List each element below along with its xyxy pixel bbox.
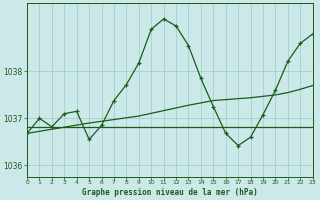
X-axis label: Graphe pression niveau de la mer (hPa): Graphe pression niveau de la mer (hPa) bbox=[82, 188, 258, 197]
